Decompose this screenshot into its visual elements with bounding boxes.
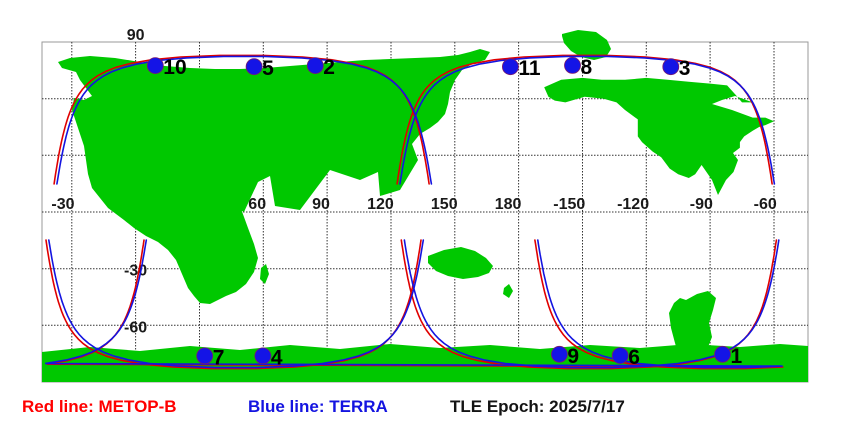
svg-text:1: 1	[731, 345, 743, 368]
svg-text:4: 4	[271, 346, 283, 369]
svg-text:5: 5	[262, 57, 274, 80]
svg-text:-150: -150	[553, 196, 585, 213]
svg-text:90: 90	[312, 196, 330, 213]
svg-text:-120: -120	[617, 196, 649, 213]
svg-text:-60: -60	[124, 319, 147, 336]
svg-text:120: 120	[367, 196, 394, 213]
svg-text:150: 150	[431, 196, 458, 213]
svg-text:Red line: METOP-B: Red line: METOP-B	[22, 397, 177, 416]
svg-text:11: 11	[518, 57, 541, 80]
svg-text:10: 10	[163, 56, 186, 79]
svg-text:3: 3	[679, 57, 691, 80]
svg-text:TLE Epoch: 2025/7/17: TLE Epoch: 2025/7/17	[450, 397, 625, 416]
svg-text:9: 9	[567, 345, 579, 368]
svg-text:-60: -60	[754, 196, 777, 213]
svg-text:8: 8	[581, 56, 593, 79]
svg-text:180: 180	[495, 196, 522, 213]
svg-text:-90: -90	[690, 196, 713, 213]
svg-text:7: 7	[213, 346, 225, 369]
svg-text:90: 90	[127, 27, 145, 44]
svg-text:2: 2	[323, 56, 335, 79]
svg-text:Blue line: TERRA: Blue line: TERRA	[248, 397, 388, 416]
svg-text:-30: -30	[51, 196, 74, 213]
svg-text:-30: -30	[124, 263, 147, 280]
svg-text:60: 60	[248, 196, 266, 213]
svg-text:6: 6	[628, 346, 640, 369]
